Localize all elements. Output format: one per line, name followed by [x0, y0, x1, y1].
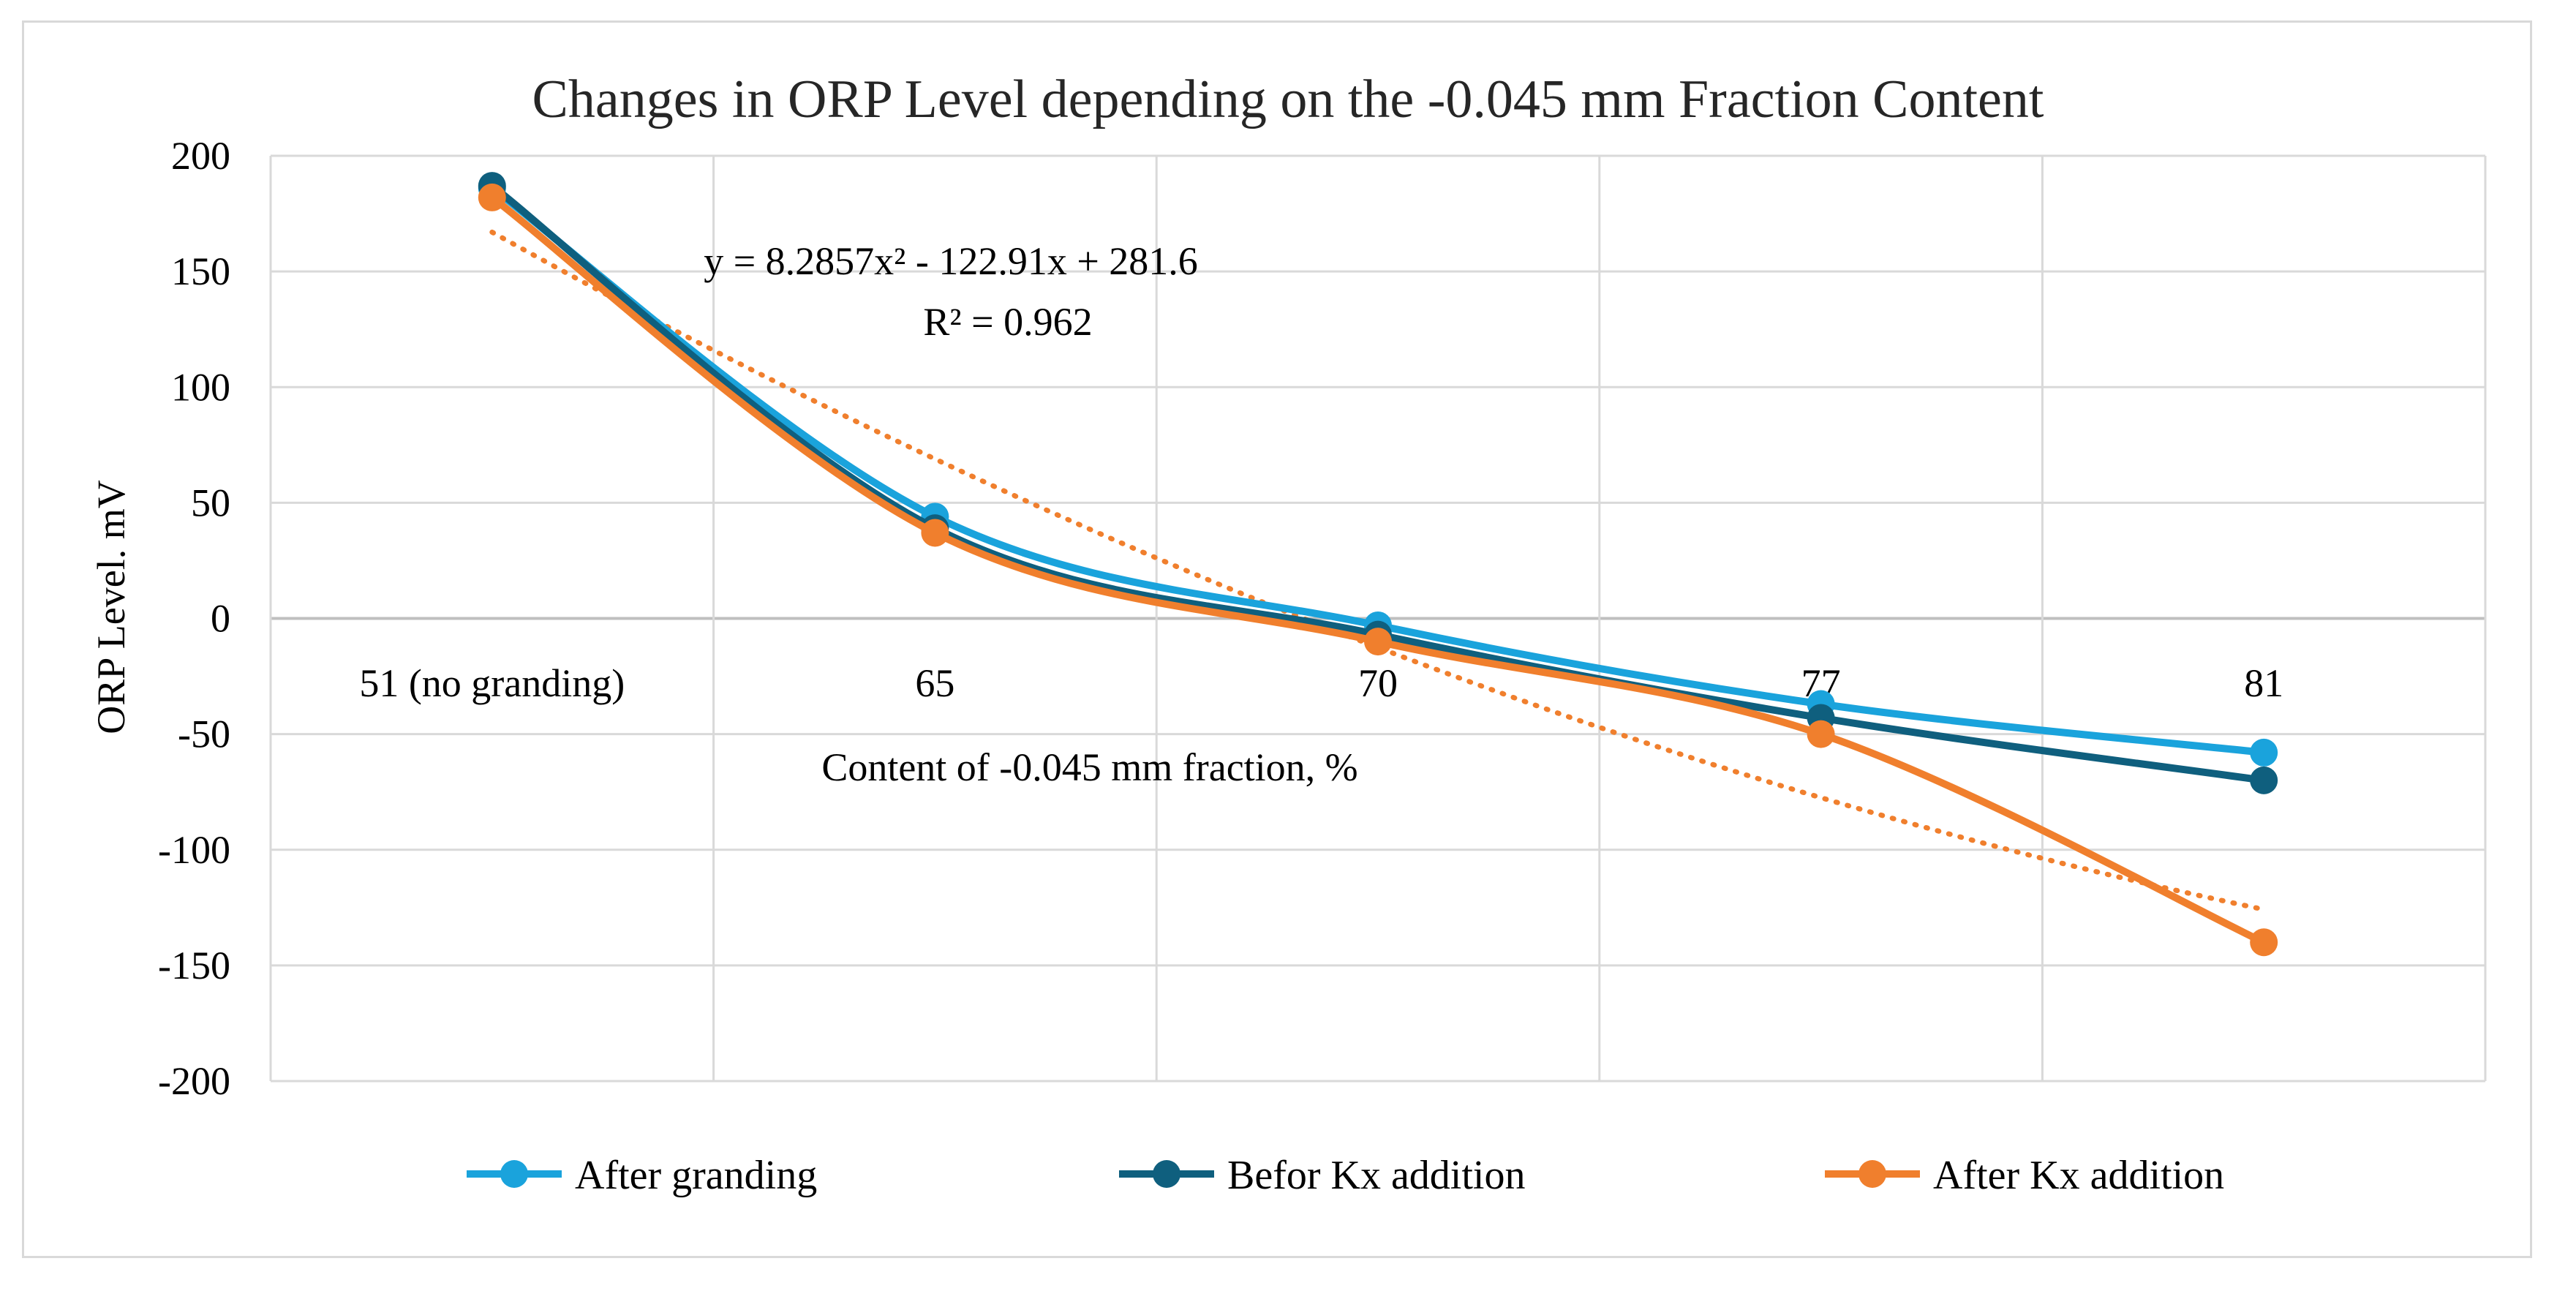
x-tick-label: 51 (no granding): [359, 661, 625, 705]
series-2-point-1: [921, 519, 949, 547]
grid: [269, 154, 2487, 1083]
series-1-point-4: [2250, 766, 2278, 794]
x-tick-label: 81: [2244, 661, 2283, 705]
legend-label-2: After Kx addition: [1933, 1153, 2224, 1198]
series-0-point-4: [2250, 738, 2278, 767]
legend-marker-1: [1153, 1160, 1180, 1188]
series-2-point-0: [478, 183, 506, 211]
y-tick-label: 200: [171, 134, 230, 178]
chart-title: Changes in ORP Level depending on the -0…: [532, 69, 2044, 129]
y-tick-label: -150: [158, 944, 230, 987]
y-tick-label: -50: [178, 712, 230, 756]
y-tick-label: 50: [191, 481, 230, 524]
y-tick-label: -200: [158, 1059, 230, 1103]
series-2-point-4: [2250, 928, 2278, 957]
series-line-2: [488, 193, 2268, 946]
series-layer: [478, 172, 2278, 957]
trendline-r2: R² = 0.962: [923, 300, 1092, 344]
legend-label-1: Befor Kx addition: [1227, 1153, 1525, 1198]
series-2-point-3: [1807, 720, 1835, 748]
legend-marker-0: [500, 1160, 528, 1188]
y-tick-label: -100: [158, 828, 230, 872]
series-2-point-2: [1364, 628, 1392, 656]
y-axis-title: ORP Level. mV: [89, 480, 133, 734]
y-axis-ticks: 200 150 100 50 0 -50 -100 -150 -200: [158, 134, 230, 1103]
trendline-equation: y = 8.2857x² - 122.91x + 281.6: [704, 239, 1198, 283]
series-line-0: [488, 184, 2268, 756]
x-axis-title: Content of -0.045 mm fraction, %: [821, 745, 1357, 789]
y-tick-label: 150: [171, 249, 230, 293]
legend-label-0: After granding: [575, 1153, 817, 1198]
x-axis-ticks: 51 (no granding) 65 70 77 81: [359, 661, 2283, 705]
legend: After granding Befor Kx addition After Kx …: [467, 1153, 2224, 1198]
chart-frame: [22, 20, 2532, 1258]
x-tick-label: 70: [1358, 661, 1398, 705]
y-tick-label: 100: [171, 365, 230, 409]
legend-marker-2: [1858, 1160, 1886, 1188]
series-line-1: [488, 182, 2268, 784]
y-tick-label: 0: [211, 597, 230, 641]
x-tick-label: 65: [915, 661, 954, 705]
